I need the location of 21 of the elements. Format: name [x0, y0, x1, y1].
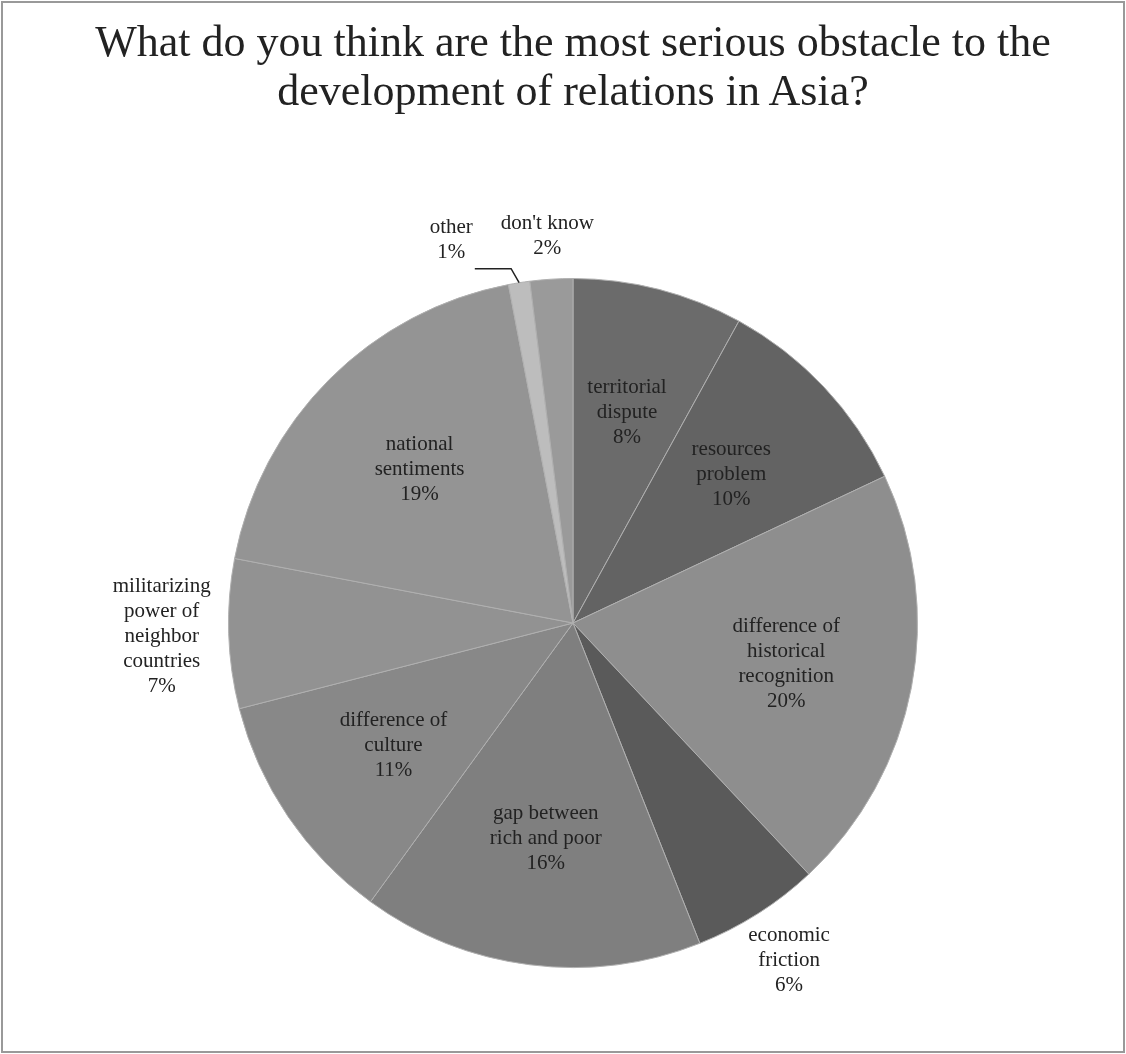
data-label: 16% — [526, 849, 566, 874]
data-label: 11% — [374, 756, 413, 781]
slice-label: territorial dispute — [587, 374, 667, 424]
slice-label: resources problem — [691, 435, 771, 485]
data-label: 2% — [533, 235, 562, 260]
slice-label: economic friction — [748, 922, 830, 972]
data-label: 19% — [400, 481, 439, 506]
data-label: 1% — [437, 239, 466, 264]
slice-label: difference of culture — [339, 706, 448, 756]
slice-label: difference of historical recognition — [732, 612, 840, 687]
slice-label: other — [429, 214, 473, 239]
data-label: 8% — [612, 424, 641, 449]
slice-label: national sentiments — [374, 431, 465, 481]
data-label: 7% — [147, 672, 176, 697]
slice-label: gap between rich and poor — [489, 799, 602, 849]
chart-title: What do you think are the most serious obstacle to the development of relations in Asia? — [94, 17, 1052, 115]
slice-label: don't know — [500, 210, 595, 235]
slice-label: militarizing power of neighbor countries — [112, 572, 212, 672]
data-label: 10% — [711, 485, 751, 510]
data-label: 6% — [775, 972, 804, 997]
data-label: 20% — [766, 687, 806, 712]
